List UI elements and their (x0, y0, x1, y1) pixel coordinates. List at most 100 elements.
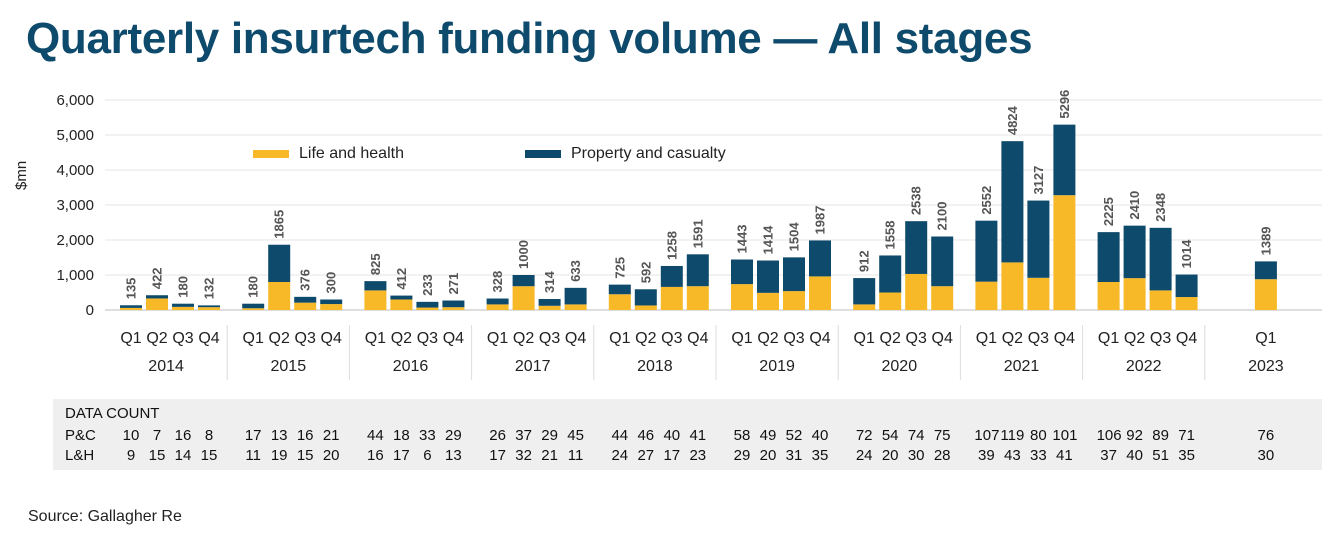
data-count-lh-label: L&H (65, 447, 95, 464)
quarter-label: Q3 (1150, 330, 1171, 347)
data-count-lh-cell: 35 (811, 447, 829, 464)
bar-property-casualty (442, 300, 465, 308)
quarter-label: Q2 (1002, 330, 1023, 347)
bar-property-casualty (931, 236, 954, 287)
y-tick-label: 3,000 (56, 197, 94, 214)
year-label: 2023 (1248, 358, 1284, 375)
bar-life-health (1097, 282, 1120, 310)
data-count-lh-cell: 24 (611, 447, 629, 464)
bar-life-health (1027, 277, 1050, 310)
total-data-label: 4824 (1005, 105, 1020, 135)
quarter-label: Q1 (365, 330, 386, 347)
bar-property-casualty (660, 265, 683, 287)
source-note: Source: Gallagher Re (28, 508, 182, 525)
data-count-lh-cell: 41 (1056, 447, 1073, 464)
data-count-pc-cell: 45 (567, 427, 584, 444)
quarter-label: Q3 (783, 330, 804, 347)
total-data-label: 1443 (735, 225, 750, 254)
data-count-pc-cell: 26 (489, 427, 506, 444)
data-count-pc-cell: 76 (1257, 427, 1275, 444)
data-count-pc-cell: 106 (1096, 427, 1122, 444)
bar-life-health (634, 305, 657, 310)
year-label: 2022 (1126, 358, 1162, 375)
quarter-label: Q2 (269, 330, 290, 347)
quarter-label: Q3 (1028, 330, 1049, 347)
quarter-label: Q3 (661, 330, 682, 347)
data-count-lh-cell: 13 (445, 447, 462, 464)
bar-life-health (538, 305, 561, 310)
bar-property-casualty (172, 303, 194, 307)
bar-life-health (294, 302, 317, 310)
total-data-label: 1591 (690, 219, 705, 248)
year-label: 2014 (148, 358, 184, 375)
bar-property-casualty (512, 275, 535, 287)
bar-life-health (1001, 262, 1024, 310)
total-data-label: 376 (298, 269, 313, 291)
bar-life-health (242, 308, 265, 310)
data-count-pc-cell: 71 (1178, 427, 1195, 444)
quarter-label: Q1 (120, 330, 141, 347)
bar-property-casualty (198, 305, 220, 308)
bar-life-health (320, 304, 343, 310)
data-count-pc-cell: 101 (1052, 427, 1078, 444)
bar-life-health (198, 307, 220, 310)
quarter-label: Q1 (1255, 330, 1276, 347)
bar-property-casualty (1053, 124, 1076, 196)
data-count-pc-cell: 92 (1126, 427, 1143, 444)
data-count-pc-cell: 8 (204, 427, 214, 444)
bar-property-casualty (320, 299, 343, 305)
data-count-lh-cell: 21 (541, 447, 558, 464)
bar-property-casualty (486, 298, 509, 305)
data-count-pc-cell: 40 (811, 427, 829, 444)
bar-property-casualty (853, 278, 876, 305)
bar-property-casualty (809, 240, 831, 277)
total-data-label: 233 (420, 274, 435, 296)
total-data-label: 725 (612, 257, 627, 279)
total-data-label: 132 (202, 278, 217, 300)
bar-property-casualty (1123, 225, 1146, 279)
bar-property-casualty (879, 255, 902, 293)
bar-life-health (1149, 290, 1172, 310)
y-tick-label: 1,000 (56, 267, 94, 284)
data-count-lh-cell: 20 (322, 447, 340, 464)
data-count-lh-cell: 40 (1126, 447, 1143, 464)
data-count-pc-label: P&C (65, 427, 96, 444)
data-count-pc-cell: 107 (974, 427, 1000, 444)
bar-life-health (757, 292, 779, 310)
bar-property-casualty (975, 220, 998, 282)
data-count-lh-cell: 20 (759, 447, 777, 464)
data-count-lh-cell: 31 (785, 447, 803, 464)
bar-life-health (1254, 279, 1277, 310)
data-count-pc-cell: 16 (296, 427, 314, 444)
total-data-label: 2552 (979, 186, 994, 215)
total-data-label: 412 (394, 268, 409, 290)
data-count-pc-cell: 89 (1152, 427, 1169, 444)
data-count-pc-cell: 29 (541, 427, 558, 444)
bar-property-casualty (364, 281, 387, 291)
bar-property-casualty (1097, 232, 1120, 282)
bar-life-health (1175, 297, 1198, 310)
quarter-label: Q1 (854, 330, 875, 347)
bar-life-health (931, 286, 954, 310)
data-count-lh-cell: 16 (367, 447, 384, 464)
year-label: 2020 (882, 358, 918, 375)
quarter-label: Q3 (172, 330, 193, 347)
year-label: 2019 (759, 358, 795, 375)
bar-life-health (809, 276, 831, 310)
quarter-label: Q4 (198, 330, 219, 347)
year-label: 2016 (393, 358, 429, 375)
quarter-label: Q4 (1054, 330, 1075, 347)
bar-property-casualty (242, 303, 265, 309)
bar-life-health (660, 286, 683, 310)
quarter-label: Q3 (906, 330, 927, 347)
bar-life-health (512, 286, 535, 310)
quarter-label: Q4 (687, 330, 708, 347)
total-data-label: 825 (368, 253, 383, 275)
bar-life-health (879, 292, 902, 310)
bar-property-casualty (538, 299, 561, 306)
data-count-lh-cell: 35 (1178, 447, 1195, 464)
total-data-label: 1558 (883, 221, 898, 250)
bar-life-health (172, 306, 194, 310)
total-data-label: 2538 (909, 186, 924, 215)
total-data-label: 633 (568, 260, 583, 282)
